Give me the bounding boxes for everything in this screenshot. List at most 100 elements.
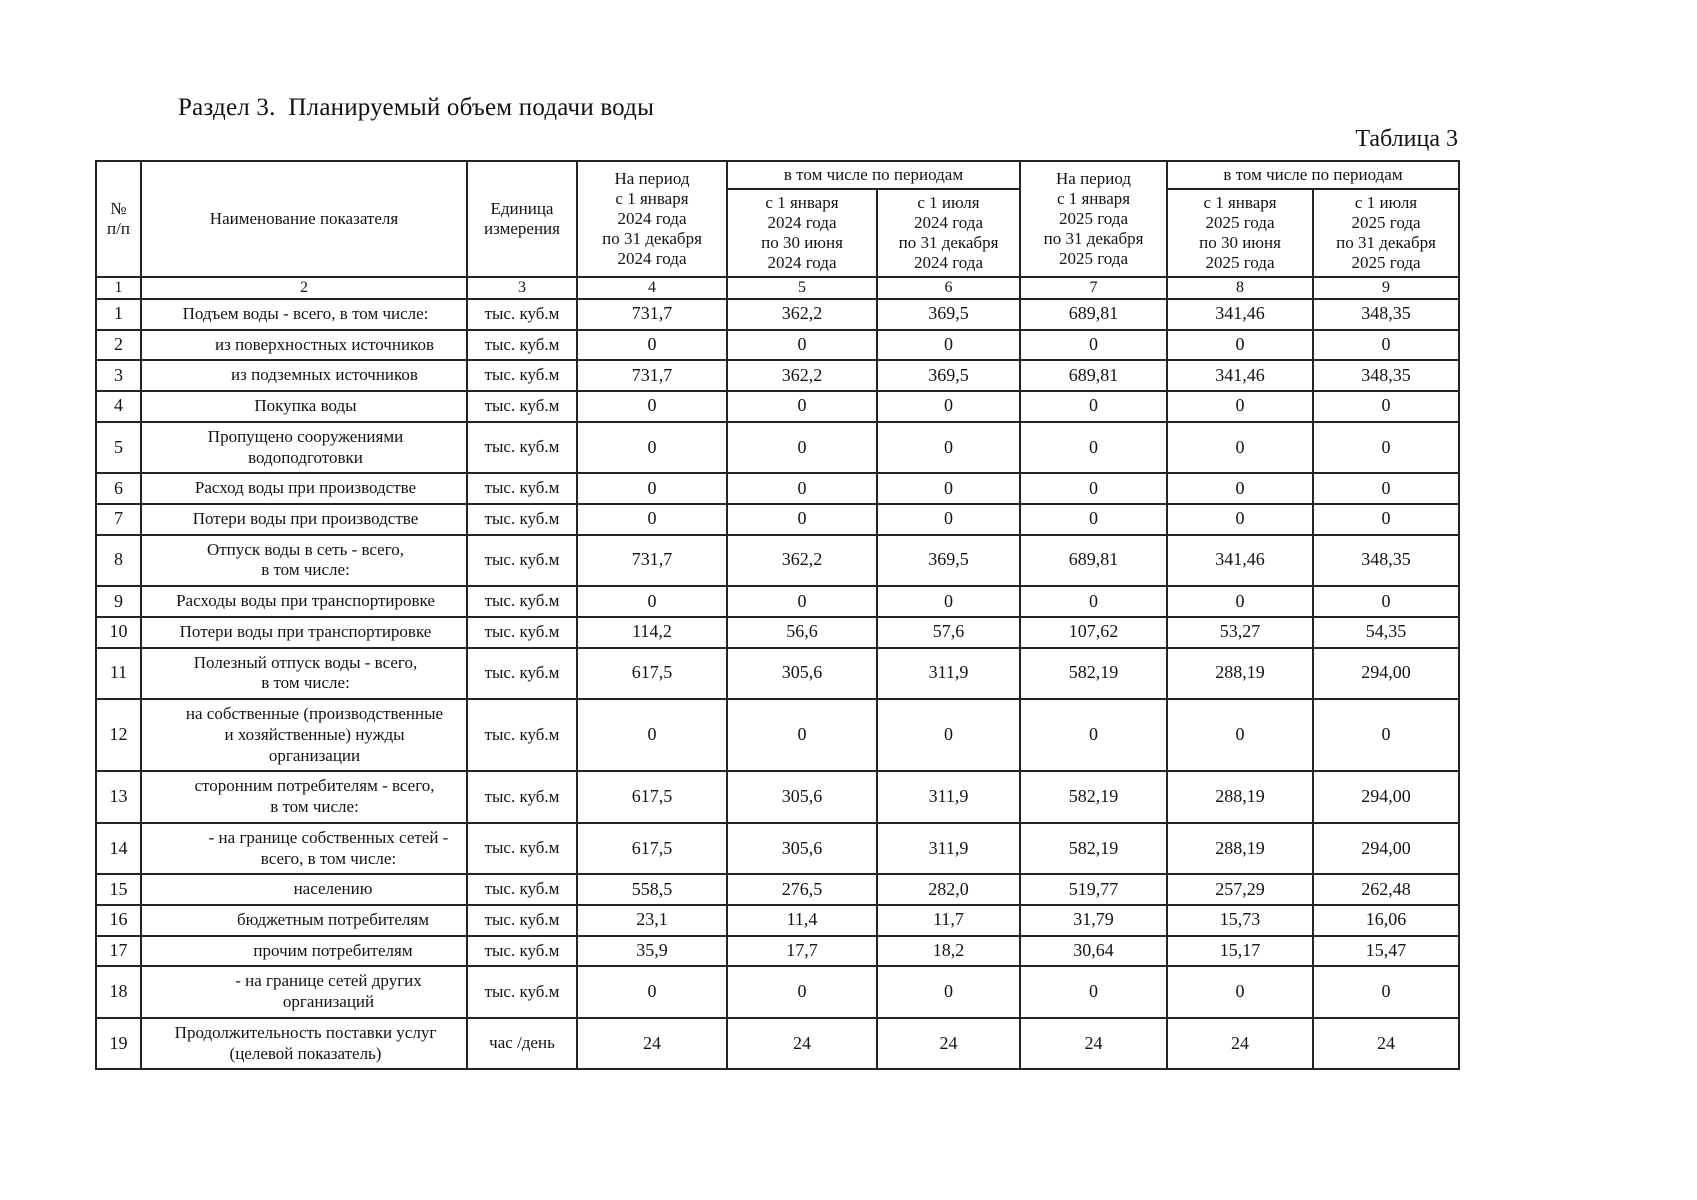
value-cell: 0 (875, 390, 1022, 423)
row-number-cell: 5 (95, 420, 142, 475)
value-cell: 0 (875, 965, 1022, 1019)
indicator-name-cell: Расход воды при производстве (140, 472, 468, 505)
indicator-name-cell: бюджетным потребителям (140, 903, 468, 937)
unit-cell: час /день (466, 1016, 578, 1071)
value-cell: 24 (1166, 1016, 1315, 1071)
section-title: Раздел 3. Планируемый объем подачи воды (178, 94, 655, 121)
table-row: 13 сторонним потребителям - всего, в том … (95, 770, 1461, 824)
row-number-cell: 10 (95, 615, 142, 649)
value-cell: 0 (576, 965, 728, 1019)
table-row: 6 Расход воды при производстве тыс. куб.м 0… (95, 472, 1461, 505)
indicator-name-cell: - на границе сетей других организаций (140, 965, 468, 1019)
header-num: № п/п (95, 159, 142, 279)
value-cell: 311,9 (875, 770, 1022, 824)
column-number: 4 (576, 276, 728, 300)
unit-cell: тыс. куб.м (466, 390, 578, 423)
value-cell: 362,2 (726, 359, 878, 393)
value-cell: 731,7 (576, 297, 728, 331)
table-body: 1 Подъем воды - всего, в том числе: тыс. к… (95, 297, 1461, 1071)
value-cell: 0 (1166, 502, 1315, 536)
value-cell: 257,29 (1166, 873, 1315, 906)
value-cell: 0 (576, 698, 728, 773)
value-cell: 0 (726, 698, 878, 773)
unit-cell: тыс. куб.м (466, 297, 578, 331)
value-cell: 0 (1019, 698, 1169, 773)
value-cell: 582,19 (1019, 770, 1169, 824)
value-cell: 0 (875, 585, 1022, 618)
unit-cell: тыс. куб.м (466, 903, 578, 937)
value-cell: 0 (1019, 390, 1169, 423)
header-sub-2024-second-half: с 1 июля 2024 года по 31 декабря 2024 го… (875, 188, 1022, 279)
unit-cell: тыс. куб.м (466, 359, 578, 393)
value-cell: 18,2 (875, 934, 1022, 968)
value-cell: 107,62 (1019, 615, 1169, 649)
value-cell: 0 (726, 328, 878, 362)
header-unit: Единица измерения (466, 159, 578, 279)
row-number-cell: 3 (95, 359, 142, 393)
value-cell: 0 (1166, 965, 1315, 1019)
value-cell: 0 (726, 390, 878, 423)
value-cell: 0 (1312, 420, 1461, 475)
unit-cell: тыс. куб.м (466, 420, 578, 475)
value-cell: 0 (1312, 585, 1461, 618)
header-row-column-numbers: 1 2 3 4 5 6 7 8 9 (95, 276, 1461, 300)
row-number-cell: 15 (95, 873, 142, 906)
value-cell: 31,79 (1019, 903, 1169, 937)
row-number-cell: 17 (95, 934, 142, 968)
column-number: 9 (1312, 276, 1461, 300)
table-row: 15 населению тыс. куб.м 558,5 276,5 282,0 519,… (95, 873, 1461, 906)
value-cell: 0 (576, 328, 728, 362)
value-cell: 288,19 (1166, 770, 1315, 824)
value-cell: 305,6 (726, 770, 878, 824)
value-cell: 731,7 (576, 533, 728, 588)
table-row: 3 из подземных источников тыс. куб.м 731,7 3… (95, 359, 1461, 393)
column-number: 1 (95, 276, 142, 300)
value-cell: 519,77 (1019, 873, 1169, 906)
column-number: 8 (1166, 276, 1315, 300)
header-including-2024: в том числе по периодам (725, 159, 1022, 191)
table-row: 9 Расходы воды при транспортировке тыс. ку… (95, 585, 1461, 618)
unit-cell: тыс. куб.м (466, 873, 578, 906)
header-period-2024: На период с 1 января 2024 года по 31 дек… (576, 159, 728, 279)
value-cell: 53,27 (1166, 615, 1315, 649)
value-cell: 262,48 (1312, 873, 1461, 906)
indicator-name-cell: из подземных источников (140, 359, 468, 393)
value-cell: 0 (726, 472, 878, 505)
value-cell: 288,19 (1166, 646, 1315, 701)
table-row: 10 Потери воды при транспортировке тыс. ку… (95, 615, 1461, 649)
value-cell: 311,9 (875, 646, 1022, 701)
value-cell: 731,7 (576, 359, 728, 393)
value-cell: 0 (875, 420, 1022, 475)
value-cell: 0 (1312, 472, 1461, 505)
unit-cell: тыс. куб.м (466, 646, 578, 701)
value-cell: 0 (1019, 420, 1169, 475)
unit-cell: тыс. куб.м (466, 472, 578, 505)
row-number-cell: 7 (95, 502, 142, 536)
row-number-cell: 18 (95, 965, 142, 1019)
value-cell: 0 (1166, 585, 1315, 618)
indicator-name-cell: населению (140, 873, 468, 906)
value-cell: 276,5 (726, 873, 878, 906)
row-number-cell: 1 (95, 297, 142, 331)
row-number-cell: 6 (95, 472, 142, 505)
value-cell: 582,19 (1019, 646, 1169, 701)
unit-cell: тыс. куб.м (466, 502, 578, 536)
indicator-name-cell: прочим потребителям (140, 934, 468, 968)
value-cell: 617,5 (576, 770, 728, 824)
value-cell: 558,5 (576, 873, 728, 906)
value-cell: 311,9 (875, 821, 1022, 876)
value-cell: 0 (1312, 698, 1461, 773)
value-cell: 0 (576, 390, 728, 423)
header-row-subperiods: с 1 января 2024 года по 30 июня 2024 год… (96, 188, 1461, 279)
value-cell: 0 (1166, 420, 1315, 475)
header-indicator: Наименование показателя (140, 159, 468, 279)
indicator-name-cell: на собственные (производственные и хозяй… (140, 698, 468, 773)
row-number-cell: 19 (95, 1016, 142, 1071)
value-cell: 35,9 (576, 934, 728, 968)
table-row: 18- на границе сетей других организаций т… (95, 965, 1461, 1019)
value-cell: 54,35 (1312, 615, 1461, 649)
header-period-2025: На период с 1 января 2025 года по 31 дек… (1019, 159, 1169, 279)
header-including-2025: в том числе по периодам (1166, 159, 1461, 191)
value-cell: 0 (875, 472, 1022, 505)
